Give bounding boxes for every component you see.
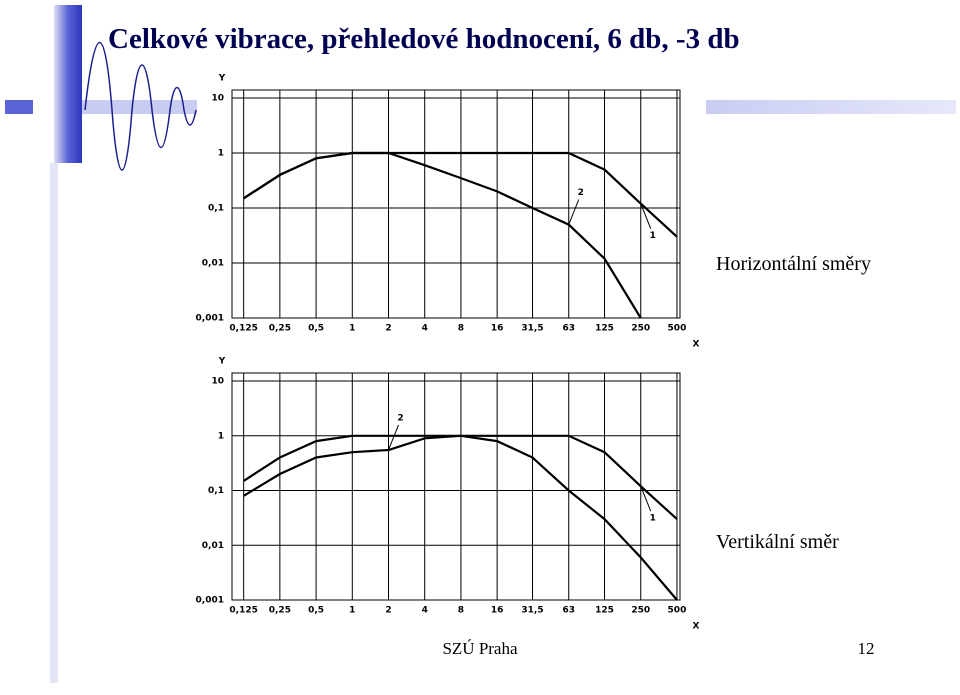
x-tick-label: 0,125: [229, 606, 257, 616]
x-tick-label: 0,25: [269, 606, 291, 616]
x-tick-label: 31,5: [521, 606, 543, 616]
label-leader: [388, 424, 399, 451]
y-tick-label: 0,01: [202, 541, 224, 551]
x-tick-label: 2: [385, 324, 391, 334]
y-axis-label: Y: [218, 74, 226, 84]
x-tick-label: 16: [491, 606, 504, 616]
x-tick-label: 1: [349, 606, 355, 616]
plot-area: [231, 372, 681, 601]
x-axis-label: X: [693, 340, 700, 350]
y-tick-label: 1: [218, 149, 224, 159]
y-tick-label: 0,001: [196, 596, 224, 606]
y-tick-label: 0,1: [208, 204, 224, 214]
x-tick-label: 0,5: [308, 606, 324, 616]
page-number: 12: [858, 639, 875, 658]
y-axis-label: Y: [218, 357, 226, 367]
label-leader: [568, 199, 580, 225]
chart-subtitle: Horizontální směry: [716, 253, 871, 275]
x-tick-label: 2: [385, 606, 391, 616]
y-tick-label: 0,01: [202, 259, 224, 269]
series-line: [243, 151, 642, 319]
x-tick-label: 0,5: [308, 324, 324, 334]
x-tick-label: 125: [595, 606, 614, 616]
x-tick-label: 4: [422, 606, 428, 616]
x-tick-label: 250: [631, 606, 650, 616]
y-tick-label: 0,001: [196, 314, 224, 324]
slide-title: Celkové vibrace, přehledové hodnocení, 6…: [108, 23, 740, 55]
label-leader: [640, 203, 652, 229]
x-tick-label: 1: [349, 324, 355, 334]
x-tick-label: 63: [562, 606, 575, 616]
x-tick-label: 31,5: [521, 324, 543, 334]
x-tick-label: 500: [668, 606, 687, 616]
decor-square: [5, 100, 33, 114]
x-tick-label: 63: [562, 324, 575, 334]
x-tick-label: 500: [668, 324, 687, 334]
decor-bar: [706, 100, 956, 114]
decor-bar: [82, 100, 197, 114]
footer-text: SZÚ Praha: [442, 639, 518, 658]
x-tick-label: 8: [458, 606, 464, 616]
series-label: 2: [397, 413, 403, 423]
decor-line: [50, 163, 58, 683]
y-tick-label: 1: [218, 431, 224, 441]
x-tick-label: 125: [595, 324, 614, 334]
series-label: 2: [578, 188, 584, 198]
x-tick-label: 16: [491, 324, 504, 334]
y-tick-label: 10: [211, 94, 224, 104]
decor-wave: [84, 41, 197, 171]
x-tick-label: 0,125: [229, 324, 257, 334]
chart-subtitle: Vertikální směr: [716, 531, 839, 553]
plot-area: [231, 89, 681, 319]
x-tick-label: 250: [631, 324, 650, 334]
series-label: 1: [650, 231, 656, 241]
x-tick-label: 0,25: [269, 324, 291, 334]
series-label: 1: [650, 514, 656, 524]
series-line: [243, 434, 678, 601]
x-axis-label: X: [693, 622, 700, 632]
x-tick-label: 4: [422, 324, 428, 334]
label-leader: [640, 485, 652, 512]
decor-bar: [54, 5, 82, 163]
x-tick-label: 8: [458, 324, 464, 334]
y-tick-label: 10: [211, 377, 224, 387]
y-tick-label: 0,1: [208, 486, 224, 496]
